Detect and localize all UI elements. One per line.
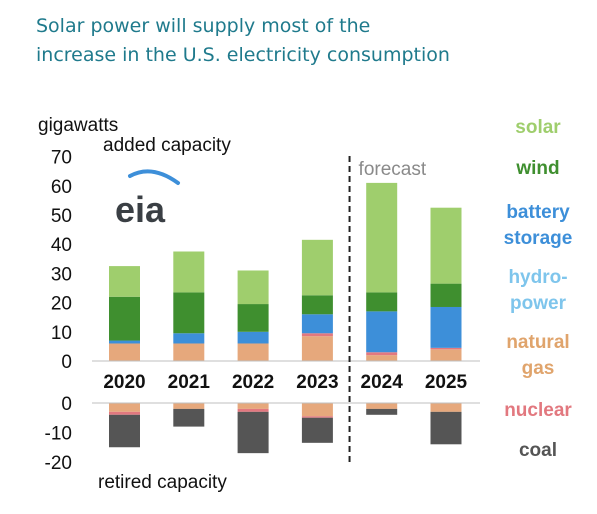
bar-segment (430, 349, 462, 361)
bar-segment (366, 292, 398, 312)
bar-segment (366, 355, 398, 361)
bar-segment (237, 304, 269, 332)
bar-segment (237, 270, 269, 305)
bar-segment (301, 333, 333, 337)
y-unit-label: gigawatts (38, 115, 118, 136)
retired-bar-segment (430, 411, 462, 445)
bar-segment (173, 343, 205, 361)
legend-item-line: wind (515, 158, 559, 179)
retired-bar-segment (109, 411, 140, 415)
bar-segment (301, 336, 333, 361)
bar-segment (366, 182, 398, 293)
title-line-2: increase in the U.S. electricity consump… (36, 44, 450, 66)
x-tick-label: 2023 (296, 372, 338, 393)
y-tick-label: 10 (51, 323, 72, 344)
retired-bar-segment (173, 408, 205, 427)
y-tick-label-retired: -20 (45, 453, 72, 474)
retired-bar-segment (301, 417, 333, 443)
retired-bar-segment (109, 403, 140, 412)
y-tick-label: 30 (51, 264, 72, 285)
legend-item-line: nuclear (504, 400, 572, 421)
logo-text: eia (115, 189, 166, 230)
logo-arc (128, 169, 180, 185)
retired-capacity-label: retired capacity (98, 472, 227, 493)
legend-item-line: storage (504, 228, 573, 249)
legend-item: wind (515, 158, 559, 179)
legend-item: solar (515, 117, 561, 138)
bar-segment (237, 343, 269, 361)
legend-item-line: coal (519, 440, 557, 461)
legend-item-line: solar (515, 117, 561, 138)
bar-segment (173, 333, 205, 344)
y-tick-label: 70 (51, 148, 72, 169)
retired-bar-segment (173, 403, 205, 409)
bar-segment (109, 296, 140, 341)
retired-bar-segment (366, 403, 398, 409)
bar-segment (301, 295, 333, 315)
x-tick-label: 2022 (232, 372, 274, 393)
bar-segment (366, 352, 398, 356)
bar-segment (237, 331, 269, 344)
legend-item: natural gas (506, 332, 569, 379)
retired-bar-segment (237, 411, 269, 454)
bar-segment (366, 311, 398, 353)
retired-bar-segment (237, 403, 269, 409)
chart-title: Solar power will supply most of the incr… (36, 12, 576, 70)
retired-bar-segment (237, 408, 269, 412)
bar-segment (109, 343, 140, 361)
y-tick-label-retired: -10 (45, 424, 72, 445)
y-tick-label: 0 (61, 352, 72, 373)
y-tick-label: 60 (51, 177, 72, 198)
retired-bar-segment (366, 408, 398, 415)
bar-segment (173, 251, 205, 293)
legend-item: coal (519, 440, 557, 461)
legend-item: battery storage (504, 202, 573, 249)
bar-segment (301, 239, 333, 296)
bar-segment (109, 340, 140, 344)
title-line-1: Solar power will supply most of the (36, 15, 371, 37)
y-tick-label: 40 (51, 235, 72, 256)
bar-segment (430, 306, 462, 348)
y-tick-label: 20 (51, 294, 72, 315)
retired-bar-segment (109, 414, 140, 448)
bar-segment (173, 292, 205, 334)
bar-segment (109, 266, 140, 297)
x-tick-label: 2021 (168, 372, 211, 393)
x-tick-label: 2020 (103, 372, 145, 393)
added-capacity-label: added capacity (103, 135, 231, 156)
legend-item: nuclear (504, 400, 572, 421)
x-tick-label: 2025 (425, 372, 468, 393)
bar-segment (301, 314, 333, 334)
retired-bar-segment (301, 403, 333, 417)
eia-logo: eia (115, 169, 180, 230)
retired-bar-segment (301, 416, 333, 418)
bar-segment (430, 347, 462, 350)
legend-item: hydro-power (508, 267, 567, 314)
legend-item-line: battery (506, 202, 570, 223)
bar-segment (430, 283, 462, 307)
x-tick-label: 2024 (361, 372, 404, 393)
y-tick-label: 50 (51, 206, 72, 227)
legend-item-line: gas (522, 358, 555, 379)
legend-item-line: hydro- (508, 267, 567, 288)
retired-bar-segment (430, 403, 462, 412)
legend-item-line: power (510, 293, 567, 314)
bar-segment (430, 207, 462, 284)
legend-item-line: natural (506, 332, 569, 353)
y-tick-label-retired: 0 (61, 394, 72, 415)
forecast-label: forecast (359, 159, 427, 180)
